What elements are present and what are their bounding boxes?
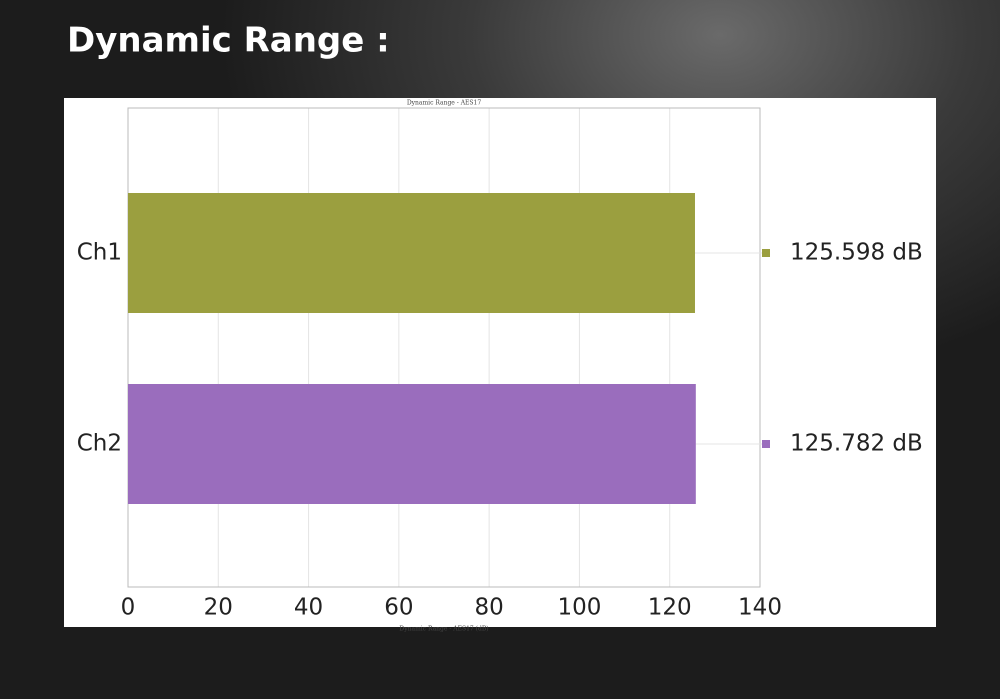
x-tick-label: 80 (475, 595, 504, 621)
x-tick-label: 120 (648, 595, 692, 621)
plot: 0 20 40 60 80 100 120 140 Ch1 125.598 dB Ch2 125.78… (77, 107, 923, 621)
x-tick-label: 100 (557, 595, 601, 621)
legend-marker (762, 249, 770, 257)
chart-title: Dynamic Range - AES17 (407, 100, 481, 107)
x-tick-label: 20 (204, 595, 233, 621)
x-axis-label: Dynamic Range - AES17 (dB) (399, 626, 488, 633)
plot-frame (127, 107, 761, 588)
chart-panel (64, 98, 936, 627)
bar (128, 384, 696, 504)
value-label: 125.598 dB (790, 240, 923, 266)
x-tick-label: 140 (738, 595, 782, 621)
value-label: 125.782 dB (790, 431, 923, 457)
x-tick-label: 60 (384, 595, 413, 621)
x-tick-label: 40 (294, 595, 323, 621)
bar (128, 193, 695, 313)
heading: Dynamic Range : (67, 21, 390, 61)
legend-marker (762, 440, 770, 448)
y-tick-label: Ch1 (77, 240, 122, 266)
y-tick-label: Ch2 (77, 431, 122, 457)
x-tick-label: 0 (121, 595, 136, 621)
